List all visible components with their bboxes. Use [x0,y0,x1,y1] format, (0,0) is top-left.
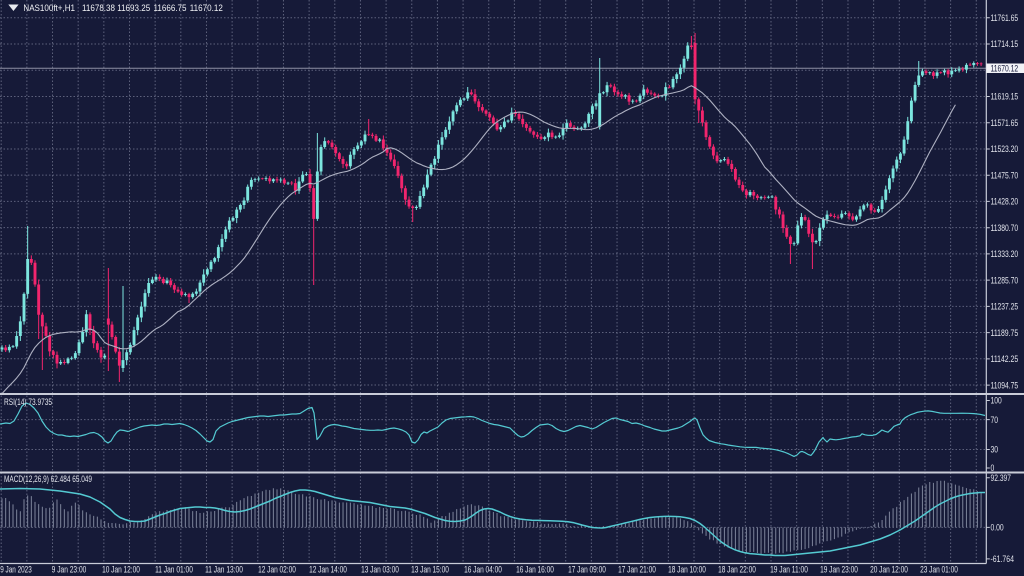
svg-text:11285.70: 11285.70 [991,275,1019,285]
svg-text:19 Jan 23:00: 19 Jan 23:00 [820,565,858,575]
svg-text:19 Jan 11:00: 19 Jan 11:00 [770,565,808,575]
svg-text:11 Jan 13:00: 11 Jan 13:00 [205,565,243,575]
svg-text:11142.25: 11142.25 [991,354,1019,364]
svg-text:23 Jan 01:00: 23 Jan 01:00 [920,565,958,575]
svg-text:11094.75: 11094.75 [991,380,1019,390]
svg-text:11693.25: 11693.25 [117,3,150,14]
svg-text:11714.15: 11714.15 [991,39,1019,49]
svg-text:11571.65: 11571.65 [991,118,1019,128]
svg-text:0: 0 [991,463,995,473]
svg-text:11666.75: 11666.75 [154,3,187,14]
svg-text:NAS100ft+,H1: NAS100ft+,H1 [23,3,75,14]
svg-text:11678.38: 11678.38 [82,3,115,14]
svg-text:30: 30 [991,445,999,455]
svg-text:11619.15: 11619.15 [991,92,1019,102]
svg-text:11237.25: 11237.25 [991,302,1019,312]
svg-text:13 Jan 03:00: 13 Jan 03:00 [361,565,399,575]
svg-text:18 Jan 22:00: 18 Jan 22:00 [718,565,756,575]
svg-text:12 Jan 14:00: 12 Jan 14:00 [309,565,347,575]
svg-text:9 Jan 23:00: 9 Jan 23:00 [52,565,87,575]
svg-text:11523.20: 11523.20 [991,144,1019,154]
svg-text:11380.70: 11380.70 [991,223,1019,233]
svg-text:92.397: 92.397 [991,473,1012,483]
svg-text:11761.65: 11761.65 [991,13,1019,23]
svg-text:11475.70: 11475.70 [991,170,1019,180]
svg-text:70: 70 [991,415,999,425]
svg-text:11 Jan 01:00: 11 Jan 01:00 [155,565,193,575]
svg-text:11333.20: 11333.20 [991,249,1019,259]
svg-text:11670.12: 11670.12 [991,63,1019,73]
svg-text:100: 100 [991,396,1002,406]
svg-text:13 Jan 15:00: 13 Jan 15:00 [411,565,449,575]
svg-text:MACD(12,26,9) 62.484 65.049: MACD(12,26,9) 62.484 65.049 [4,474,92,484]
svg-text:17 Jan 21:00: 17 Jan 21:00 [618,565,656,575]
svg-text:9 Jan 2023: 9 Jan 2023 [0,565,32,575]
svg-text:16 Jan 04:00: 16 Jan 04:00 [464,565,502,575]
svg-text:10 Jan 12:00: 10 Jan 12:00 [102,565,140,575]
svg-text:11189.75: 11189.75 [991,328,1019,338]
svg-text:17 Jan 09:00: 17 Jan 09:00 [568,565,606,575]
svg-text:20 Jan 12:00: 20 Jan 12:00 [870,565,908,575]
svg-text:18 Jan 10:00: 18 Jan 10:00 [668,565,706,575]
svg-text:16 Jan 16:00: 16 Jan 16:00 [516,565,554,575]
svg-text:RSI(14) 73.9735: RSI(14) 73.9735 [4,397,52,407]
svg-text:0.00: 0.00 [991,523,1004,533]
svg-text:11428.20: 11428.20 [991,197,1019,207]
svg-text:12 Jan 02:00: 12 Jan 02:00 [258,565,296,575]
svg-text:-61.764: -61.764 [991,554,1015,564]
svg-text:11670.12: 11670.12 [190,3,223,14]
